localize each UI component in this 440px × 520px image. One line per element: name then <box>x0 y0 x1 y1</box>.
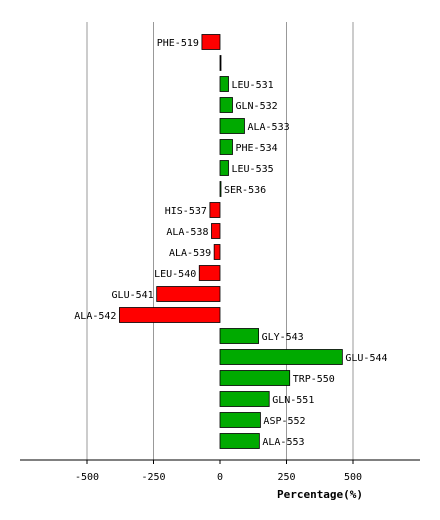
bar-label: ALA-553 <box>262 437 304 448</box>
bar-label: LEU-531 <box>232 80 274 91</box>
bar-label: SER-536 <box>224 185 266 196</box>
x-tick-label: 500 <box>344 472 362 483</box>
bar-label: HIS-537 <box>165 206 207 217</box>
bar <box>219 433 260 449</box>
bar <box>209 202 221 218</box>
bar-label: PHE-534 <box>236 143 278 154</box>
bar <box>219 181 222 197</box>
bar-label: LEU-535 <box>232 164 274 175</box>
bar <box>211 223 221 239</box>
bar-label: GLU-541 <box>112 290 154 301</box>
x-axis-title: Percentage(%) <box>277 488 363 501</box>
bar-label: ALA-538 <box>166 227 208 238</box>
bar <box>219 328 259 344</box>
bar-label: ALA-539 <box>169 248 211 259</box>
bar <box>198 265 221 281</box>
x-axis-ticks: -500 -250 0 250 500 <box>75 460 362 483</box>
bar <box>156 286 221 302</box>
bars <box>119 34 343 449</box>
x-tick-label: 0 <box>217 472 223 483</box>
bar <box>219 118 245 134</box>
x-tick-label: -250 <box>141 472 165 483</box>
bar-label: LEU-540 <box>154 269 196 280</box>
bar-label: GLN-551 <box>272 395 314 406</box>
bar <box>213 244 221 260</box>
bar-label: TRP-550 <box>293 374 335 385</box>
bar-label: GLU-544 <box>345 353 387 364</box>
bar <box>219 391 270 407</box>
bar <box>219 139 233 155</box>
grid-lines <box>86 22 354 460</box>
bar-labels: PHE-519 LEU-531 GLN-532 ALA-533 PHE-534 LEU-5… <box>74 38 387 448</box>
bar-label: PHE-519 <box>157 38 199 49</box>
bar <box>219 97 233 113</box>
bar-label: ALA-542 <box>74 311 116 322</box>
bar-label: GLY-543 <box>262 332 304 343</box>
bar <box>219 76 229 92</box>
bar <box>119 307 221 323</box>
bar <box>219 412 261 428</box>
bar <box>219 349 343 365</box>
bar-label: ASP-552 <box>263 416 305 427</box>
bar <box>219 370 291 386</box>
bar <box>219 160 229 176</box>
x-tick-label: 250 <box>277 472 295 483</box>
bar <box>219 55 222 71</box>
x-tick-label: -500 <box>75 472 99 483</box>
bar <box>201 34 221 50</box>
bar-label: ALA-533 <box>247 122 289 133</box>
bar-label: GLN-532 <box>236 101 278 112</box>
